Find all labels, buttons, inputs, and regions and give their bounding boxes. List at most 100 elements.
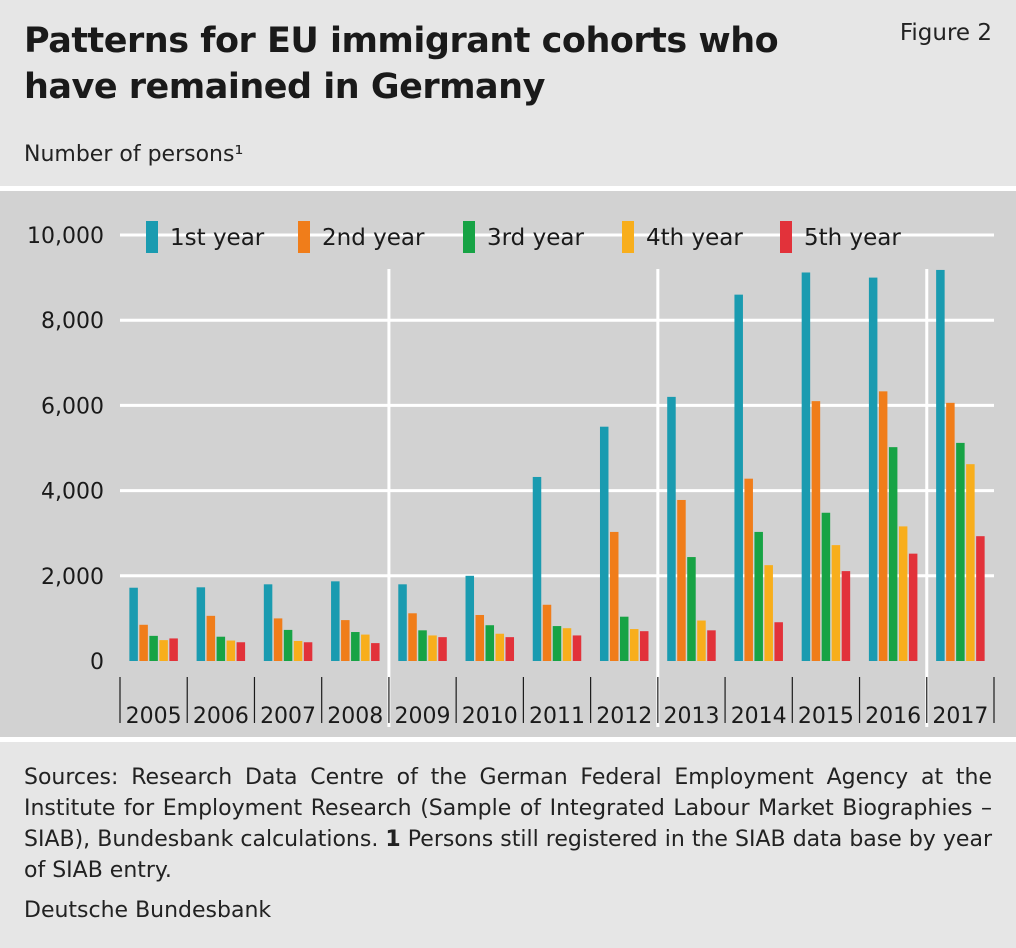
legend-swatch — [780, 221, 792, 253]
bar — [552, 626, 562, 661]
x-tick-label: 2005 — [126, 704, 182, 729]
bar — [609, 531, 619, 661]
sources-text: Sources: Research Data Centre of the Ger… — [24, 765, 992, 852]
bar — [697, 620, 706, 661]
x-tick-label: 2012 — [596, 704, 652, 729]
bar — [475, 614, 485, 661]
legend-label: 3rd year — [487, 225, 584, 251]
bar — [764, 565, 773, 661]
y-tick-label: 4,000 — [41, 480, 104, 505]
bar — [216, 636, 226, 661]
bar — [619, 616, 629, 661]
bar — [744, 478, 753, 661]
bar — [465, 575, 475, 661]
bar — [129, 587, 138, 661]
bar — [341, 620, 350, 661]
bar — [821, 512, 831, 661]
x-tick-label: 2013 — [663, 704, 719, 729]
legend-swatch — [298, 221, 310, 253]
bar — [754, 531, 763, 661]
bar — [599, 426, 609, 661]
bar — [149, 635, 158, 661]
legend-label: 4th year — [646, 225, 743, 251]
bar — [293, 640, 303, 661]
bar — [159, 640, 168, 661]
bar — [505, 637, 515, 661]
bar — [908, 553, 918, 661]
bar — [811, 401, 821, 661]
legend-label: 5th year — [804, 225, 901, 251]
bar — [888, 447, 898, 661]
bar — [946, 402, 955, 661]
bar — [273, 618, 283, 661]
x-tick-label: 2016 — [865, 704, 921, 729]
bar — [868, 277, 878, 661]
bar — [408, 613, 417, 661]
bar — [371, 643, 380, 661]
bar — [831, 545, 841, 661]
bar — [532, 476, 542, 661]
bar — [226, 640, 236, 661]
y-axis-unit-label: Number of persons¹ — [24, 142, 244, 167]
bar — [351, 632, 360, 661]
bar — [331, 581, 340, 661]
bar — [667, 396, 676, 661]
bar — [956, 442, 965, 661]
y-tick-label: 8,000 — [41, 309, 104, 334]
bar — [236, 642, 246, 661]
bar — [976, 536, 985, 661]
footnote-text: Persons still registered in the SIAB dat… — [24, 827, 992, 883]
bar — [572, 635, 582, 661]
x-tick-label: 2006 — [193, 704, 249, 729]
bar — [495, 633, 505, 661]
publisher-label: Deutsche Bundesbank — [24, 898, 272, 923]
bar — [841, 571, 851, 661]
bar — [139, 624, 148, 661]
bar — [629, 629, 639, 661]
bar — [542, 604, 552, 661]
bar — [734, 294, 743, 661]
bar — [169, 638, 178, 661]
x-tick-label: 2017 — [932, 704, 988, 729]
footnote-marker: 1 — [385, 827, 401, 852]
x-tick-label: 2011 — [529, 704, 585, 729]
bar — [801, 272, 811, 661]
figure-number: Figure 2 — [899, 20, 992, 46]
bar — [639, 631, 649, 661]
legend-label: 2nd year — [322, 225, 425, 251]
legend-swatch — [463, 221, 475, 253]
y-tick-label: 0 — [90, 650, 104, 675]
x-tick-label: 2007 — [260, 704, 316, 729]
bar — [361, 634, 370, 661]
y-tick-label: 2,000 — [41, 565, 104, 590]
bar-chart: 0 2,000 4,000 6,000 8,000 10,000 2005 2006 2007 2… — [27, 221, 995, 729]
bar — [774, 622, 783, 661]
bar — [936, 269, 945, 661]
chart-panel: 0 2,000 4,000 6,000 8,000 10,000 2005 2006 2007 2… — [0, 186, 1016, 742]
legend-swatch — [146, 221, 158, 253]
bar — [485, 625, 495, 661]
bar — [283, 629, 293, 661]
bar — [707, 630, 716, 661]
chart-title: Patterns for EU immigrant cohorts who ha… — [24, 21, 779, 107]
y-tick-label: 10,000 — [27, 224, 104, 249]
bar — [418, 630, 427, 661]
x-tick-label: 2009 — [395, 704, 451, 729]
bar — [303, 642, 313, 661]
bar — [398, 584, 407, 661]
bar — [687, 557, 696, 661]
x-tick-label: 2008 — [327, 704, 383, 729]
bar — [438, 637, 447, 661]
bar — [196, 587, 206, 661]
x-tick-label: 2015 — [798, 704, 854, 729]
bar — [898, 526, 908, 661]
x-tick-label: 2010 — [462, 704, 518, 729]
y-tick-label: 6,000 — [41, 394, 104, 419]
bar — [677, 499, 686, 661]
bar — [428, 635, 437, 661]
bar — [562, 628, 572, 661]
bar — [878, 391, 888, 661]
bar — [206, 615, 216, 661]
bar — [263, 584, 273, 661]
x-tick-label: 2014 — [731, 704, 787, 729]
